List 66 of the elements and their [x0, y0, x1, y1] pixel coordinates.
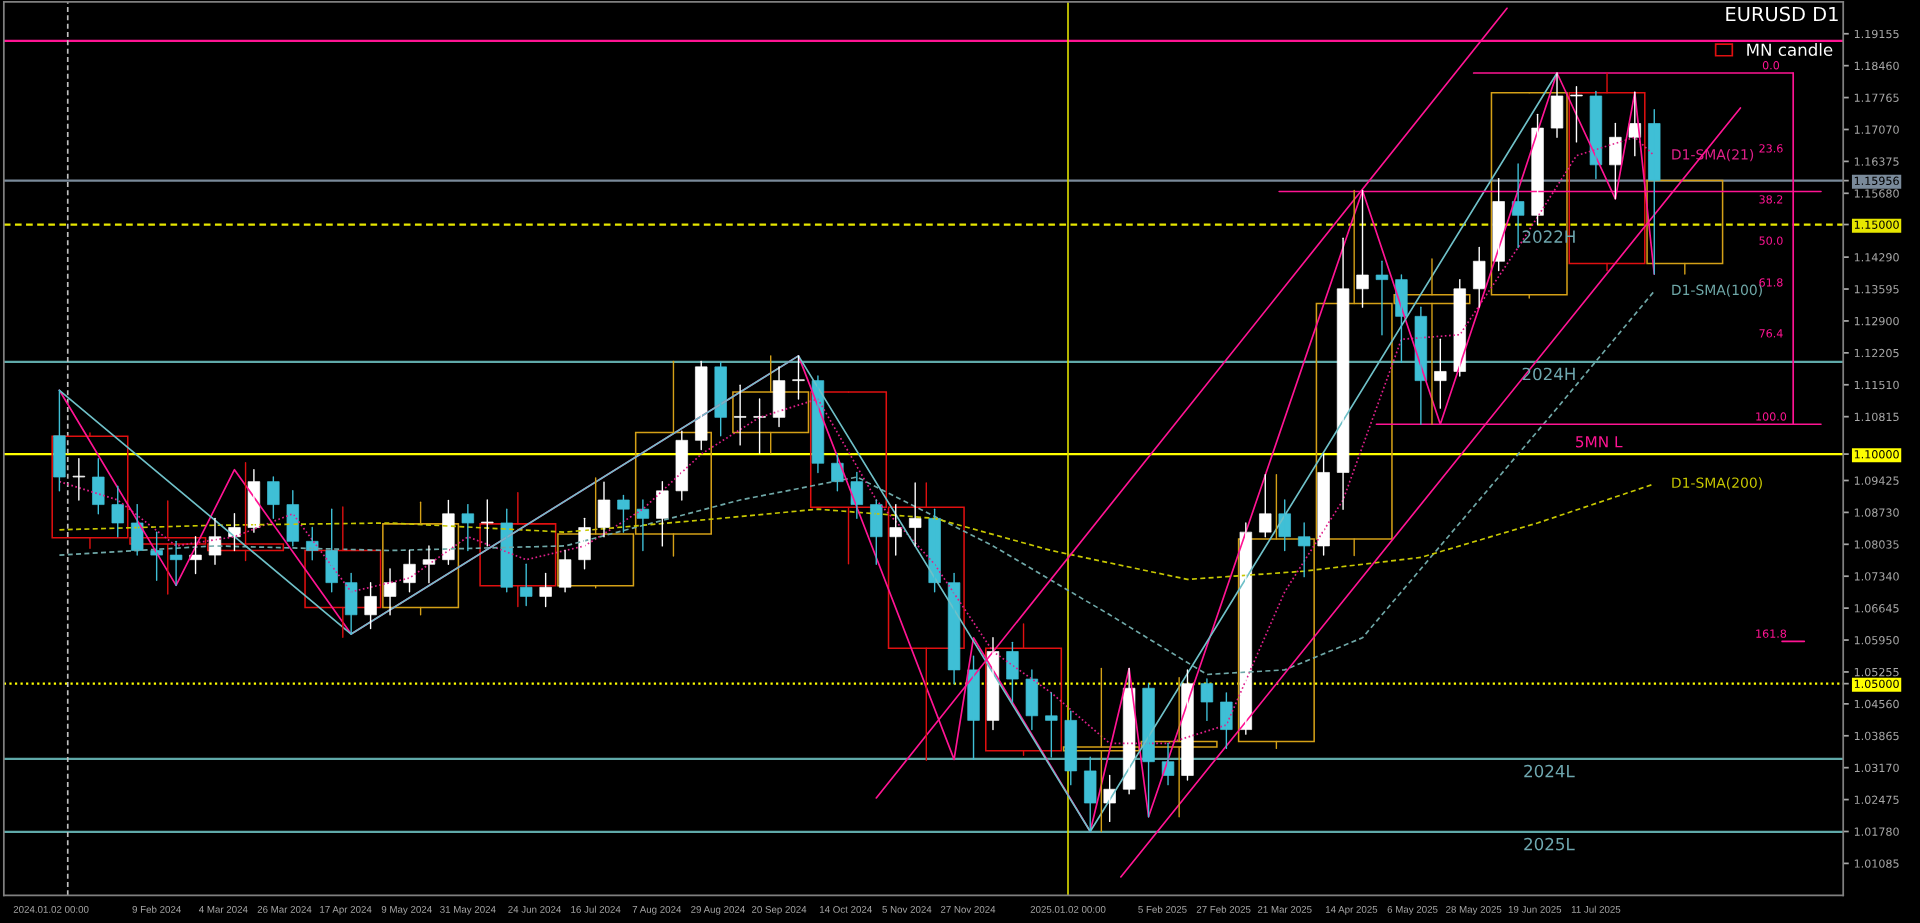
y-tick-label: 1.15956 — [1854, 176, 1899, 186]
y-tick-label: 1.10000 — [1854, 450, 1899, 459]
y-tick-label: 1.06645 — [1854, 604, 1899, 613]
x-tick-label: 9 Feb 2024 — [132, 905, 181, 913]
annotation: 0.0 — [1762, 61, 1780, 70]
y-tick-label: 1.04560 — [1854, 699, 1899, 709]
y-tick-label: 1.12205 — [1854, 348, 1899, 358]
annotation: 23.6 — [1759, 144, 1783, 153]
y-tick-label: 1.05950 — [1854, 636, 1899, 645]
y-tick-label: 1.10815 — [1854, 412, 1899, 422]
x-tick-label: 19 Jun 2025 — [1508, 905, 1562, 913]
x-tick-label: 31 May 2024 — [440, 905, 496, 915]
y-tick-label: 1.15000 — [1854, 220, 1899, 229]
y-tick-label: 1.17070 — [1854, 125, 1899, 134]
y-tick-label: 1.02475 — [1854, 795, 1899, 804]
x-tick-label: 4 Mar 2024 — [198, 905, 248, 913]
x-tick-label: 24 Jun 2024 — [508, 905, 562, 913]
annotation: 100.0 — [1756, 412, 1787, 421]
y-tick-label: 1.11510 — [1854, 380, 1899, 390]
legend-label: MN candle — [1747, 43, 1833, 57]
y-tick-label: 1.01085 — [1854, 859, 1899, 868]
y-tick-label: 1.16375 — [1854, 157, 1899, 166]
x-tick-label: 14 Apr 2025 — [1325, 905, 1378, 915]
series-label: 5MN L — [1576, 436, 1623, 448]
x-tick-label: 2024.01.02 00:00 — [13, 905, 89, 913]
chart-title: EURUSD D1 — [1726, 6, 1838, 22]
y-tick-label: 1.07340 — [1854, 572, 1899, 581]
x-tick-label: 7 Aug 2024 — [632, 905, 682, 915]
y-tick-label: 1.17765 — [1854, 93, 1899, 102]
y-tick-label: 1.01780 — [1854, 827, 1899, 836]
y-tick-label: 1.03865 — [1854, 731, 1899, 741]
y-tick-label: 1.05000 — [1854, 679, 1899, 689]
x-tick-label: 29 Aug 2024 — [691, 905, 745, 915]
x-tick-label: 28 May 2025 — [1446, 905, 1502, 915]
x-tick-label: 27 Nov 2024 — [940, 905, 996, 913]
x-tick-label: 14 Oct 2024 — [819, 905, 872, 913]
y-tick-label: 1.09425 — [1854, 476, 1899, 485]
y-tick-label: 1.19155 — [1854, 29, 1899, 39]
ref-line-label: 2024L — [1524, 764, 1575, 778]
x-tick-label: 27 Feb 2025 — [1196, 905, 1251, 913]
x-tick-label: 6 May 2025 — [1387, 905, 1438, 915]
x-tick-label: 2025.01.02 00:00 — [1030, 905, 1106, 913]
x-tick-label: 16 Jul 2024 — [571, 905, 621, 913]
y-tick-label: 1.08035 — [1854, 540, 1899, 549]
annotation: 76.4 — [1759, 329, 1783, 338]
y-tick-label: 1.05255 — [1854, 667, 1899, 677]
y-tick-label: 1.03170 — [1854, 763, 1899, 773]
x-tick-label: 5 Feb 2025 — [1138, 905, 1187, 913]
y-tick-label: 1.14290 — [1854, 253, 1899, 262]
annotation: 50.0 — [1759, 236, 1783, 245]
x-tick-label: 21 Mar 2025 — [1257, 905, 1312, 913]
x-tick-label: 26 Mar 2024 — [257, 905, 312, 913]
y-tick-label: 1.08730 — [1854, 508, 1899, 517]
annotation: 38.2 — [1759, 195, 1783, 204]
x-tick-label: 5 Nov 2024 — [882, 905, 932, 913]
x-tick-label: 17 Apr 2024 — [320, 905, 372, 915]
x-tick-label: 20 Sep 2024 — [751, 905, 807, 915]
y-tick-label: 1.15680 — [1854, 189, 1899, 198]
y-tick-label: 1.13595 — [1854, 285, 1899, 294]
y-tick-label: 1.12900 — [1854, 316, 1899, 326]
annotation: 161.8 — [1756, 629, 1787, 638]
x-tick-label: 9 May 2024 — [381, 905, 432, 915]
x-tick-label: 11 Jul 2025 — [1571, 905, 1621, 913]
series-label: D1-SMA(200) — [1672, 477, 1762, 490]
ref-line-label: 2025L — [1524, 837, 1575, 851]
y-tick-label: 1.18460 — [1854, 61, 1899, 71]
